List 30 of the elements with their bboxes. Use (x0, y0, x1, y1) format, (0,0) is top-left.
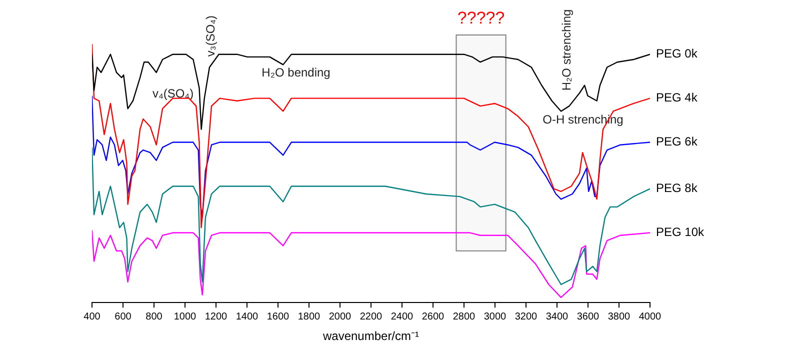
x-tick-label: 1200 (204, 311, 228, 322)
x-tick-label: 3000 (484, 311, 507, 322)
x-tick-label: 2600 (422, 311, 445, 322)
x-tick-label: 3400 (546, 311, 569, 322)
annotation: H₂O bending (262, 65, 330, 80)
x-axis-title: wavenumber/cm⁻¹ (322, 329, 420, 344)
series-label: PEG 6k (656, 134, 698, 149)
x-tick-label: 3200 (514, 311, 538, 322)
series-label: PEG 10k (656, 225, 706, 240)
x-tick-label: 2200 (360, 311, 383, 322)
band-label: ????? (457, 8, 505, 28)
x-tick-label: 2800 (452, 311, 476, 322)
x-tick-label: 1600 (266, 311, 290, 322)
series-label: PEG 0k (656, 46, 698, 61)
x-tick-label: 2400 (390, 311, 414, 322)
x-tick-label: 4000 (638, 311, 662, 322)
x-tick-label: 800 (146, 311, 163, 322)
series-label: PEG 4k (656, 90, 698, 105)
x-tick-label: 2000 (328, 311, 352, 322)
x-tick-label: 600 (114, 311, 132, 322)
series-label: PEG 8k (656, 181, 698, 196)
x-tick-label: 3800 (608, 311, 631, 322)
x-tick-label: 1800 (298, 311, 321, 322)
annotation: v₃(SO₄) (203, 15, 218, 57)
annotation: v₄(SO₄) (152, 86, 194, 100)
x-tick-label: 1400 (236, 311, 259, 322)
x-tick-label: 1000 (174, 311, 197, 322)
annotation: H₂O strenching (559, 9, 574, 91)
x-tick-label: 3600 (576, 311, 600, 322)
x-tick-label: 400 (84, 311, 101, 322)
